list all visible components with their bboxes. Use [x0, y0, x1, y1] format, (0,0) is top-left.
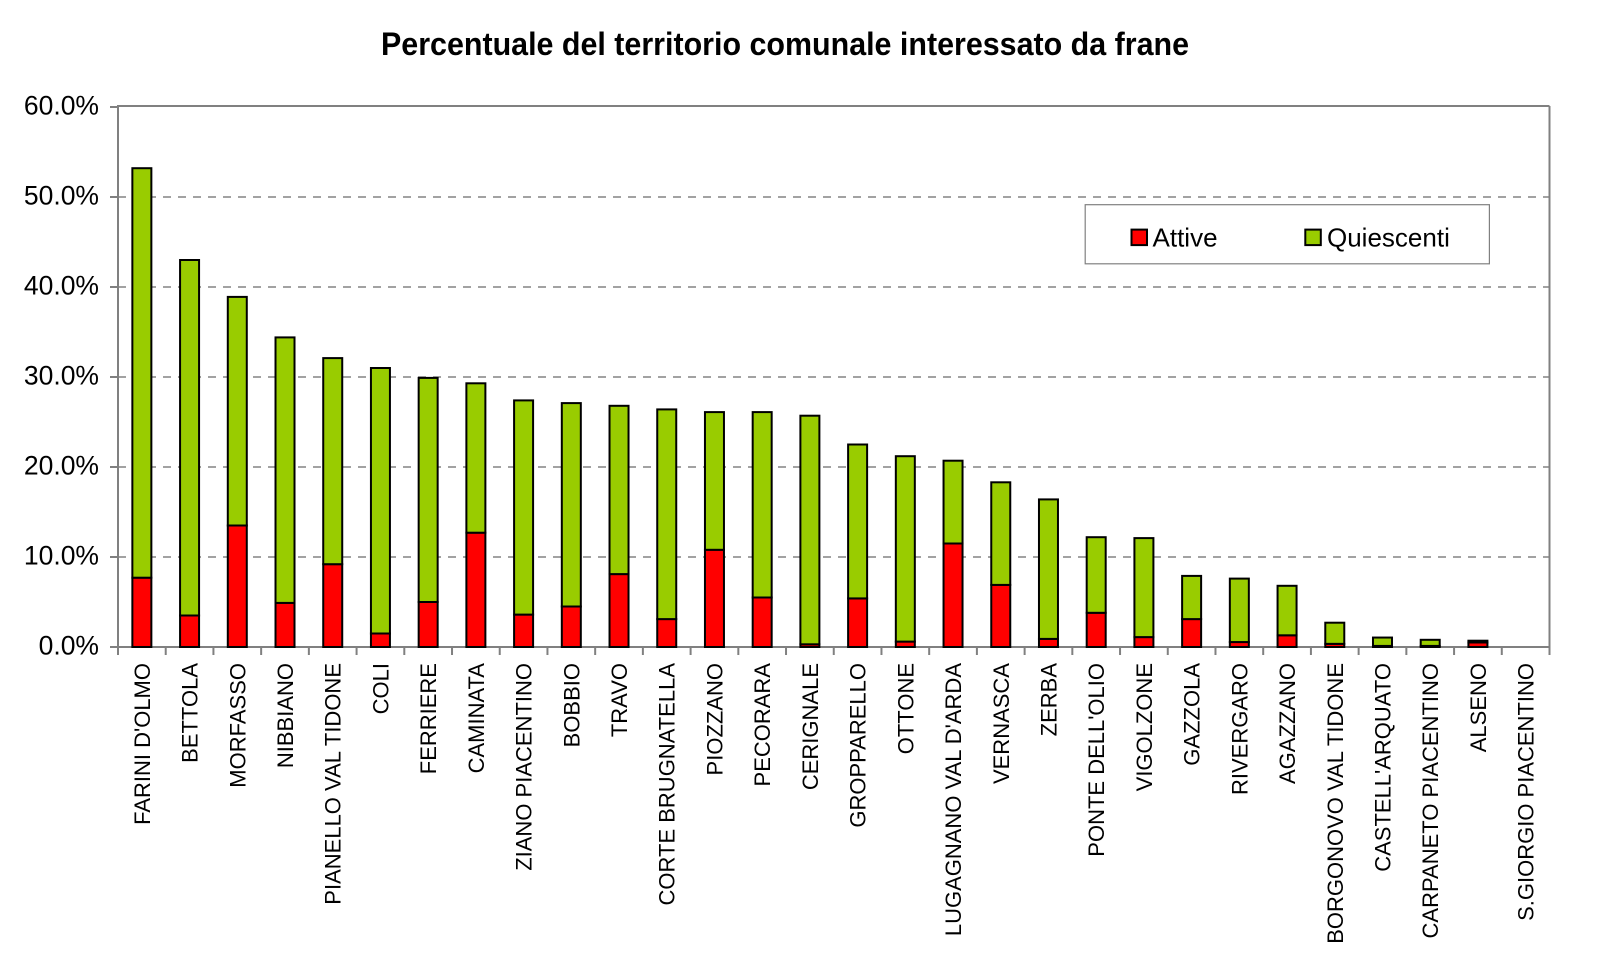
svg-text:CORTE BRUGNATELLA: CORTE BRUGNATELLA — [655, 663, 680, 906]
svg-text:FERRIERE: FERRIERE — [416, 663, 441, 774]
svg-text:PIOZZANO: PIOZZANO — [702, 663, 727, 775]
svg-text:PIANELLO VAL TIDONE: PIANELLO VAL TIDONE — [321, 663, 346, 905]
svg-text:0.0%: 0.0% — [39, 631, 99, 661]
svg-text:Percentuale del territorio com: Percentuale del territorio comunale inte… — [381, 26, 1189, 62]
svg-text:FARINI D'OLMO: FARINI D'OLMO — [130, 663, 155, 825]
svg-text:VERNASCA: VERNASCA — [989, 663, 1014, 784]
svg-text:20.0%: 20.0% — [24, 451, 99, 481]
svg-text:CARPANETO PIACENTINO: CARPANETO PIACENTINO — [1418, 663, 1443, 938]
svg-text:GAZZOLA: GAZZOLA — [1180, 663, 1205, 766]
svg-text:CAMINATA: CAMINATA — [464, 663, 489, 774]
svg-text:NIBBIANO: NIBBIANO — [273, 663, 298, 768]
svg-text:40.0%: 40.0% — [24, 271, 99, 301]
svg-text:S.GIORGIO PIACENTINO: S.GIORGIO PIACENTINO — [1514, 663, 1539, 921]
svg-text:BORGONOVO VAL TIDONE: BORGONOVO VAL TIDONE — [1323, 663, 1348, 944]
svg-text:Quiescenti: Quiescenti — [1327, 223, 1450, 253]
svg-text:RIVERGARO: RIVERGARO — [1227, 663, 1252, 795]
svg-text:ZIANO PIACENTINO: ZIANO PIACENTINO — [512, 663, 537, 871]
svg-text:PECORARA: PECORARA — [750, 663, 775, 787]
svg-text:OTTONE: OTTONE — [893, 663, 918, 754]
svg-text:LUGAGNANO VAL D'ARDA: LUGAGNANO VAL D'ARDA — [941, 663, 966, 936]
svg-text:MORFASSO: MORFASSO — [225, 663, 250, 788]
svg-text:VIGOLZONE: VIGOLZONE — [1132, 663, 1157, 791]
svg-text:CERIGNALE: CERIGNALE — [798, 663, 823, 790]
svg-text:COLI: COLI — [368, 663, 393, 714]
svg-text:AGAZZANO: AGAZZANO — [1275, 663, 1300, 784]
svg-text:50.0%: 50.0% — [24, 181, 99, 211]
svg-text:GROPPARELLO: GROPPARELLO — [846, 663, 871, 828]
svg-text:BOBBIO: BOBBIO — [559, 663, 584, 747]
svg-text:ALSENO: ALSENO — [1466, 663, 1491, 752]
svg-text:60.0%: 60.0% — [24, 91, 99, 121]
svg-text:10.0%: 10.0% — [24, 541, 99, 571]
svg-text:30.0%: 30.0% — [24, 361, 99, 391]
svg-text:ZERBA: ZERBA — [1036, 663, 1061, 737]
svg-text:TRAVO: TRAVO — [607, 663, 632, 737]
svg-text:Attive: Attive — [1153, 223, 1218, 253]
svg-text:PONTE DELL'OLIO: PONTE DELL'OLIO — [1084, 663, 1109, 857]
svg-text:BETTOLA: BETTOLA — [178, 663, 203, 763]
svg-text:CASTELL'ARQUATO: CASTELL'ARQUATO — [1370, 663, 1395, 872]
